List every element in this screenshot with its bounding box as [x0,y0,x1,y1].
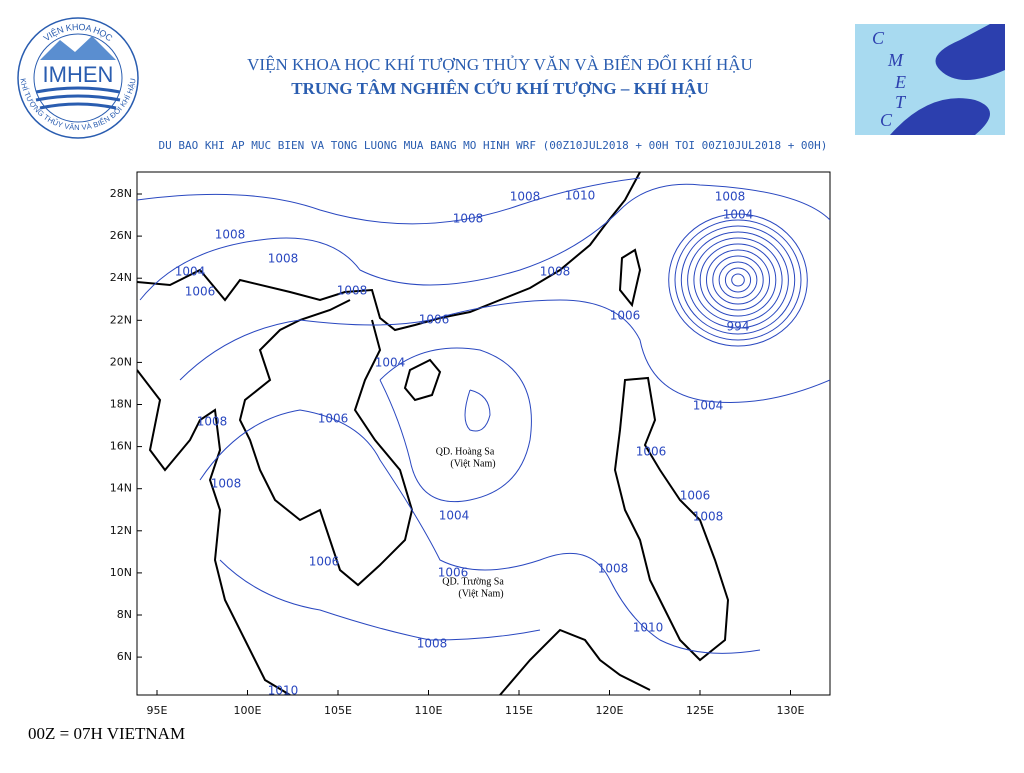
contour-label: 1010 [268,684,299,698]
lat-label: 24N [110,271,132,284]
contour-label: 1006 [610,309,641,323]
isobar [712,255,764,305]
lon-label: 130E [777,704,805,717]
lat-label: 18N [110,398,132,411]
lon-label: 105E [324,704,352,717]
contour-label: 1008 [211,477,242,491]
contour-label: 1008 [510,190,541,204]
contour-label: 1008 [540,265,571,279]
lat-label: 28N [110,187,132,200]
contour-label: 1008 [715,190,746,204]
map-title: DU BAO KHI AP MUC BIEN VA TONG LUONG MUA… [159,139,828,152]
contour-label: 1006 [318,412,349,426]
contour-label: 1008 [453,212,484,226]
contour-label: 1008 [337,284,368,298]
lon-label: 110E [415,704,443,717]
isobar [731,273,745,287]
lat-label: 14N [110,482,132,495]
contour-label: 1008 [693,510,724,524]
island-country: (Việt Nam) [450,458,495,469]
logo-letter: T [895,92,907,112]
map: 28N 26N 24N 22N 20N 18N 16N 14N 12N 10N 8N 6N 95E 100… [110,171,831,717]
contour-label: 1006 [438,566,469,580]
lon-label: 115E [505,704,533,717]
contour-label: 1010 [633,621,664,635]
logo-left: IMHEN VIỆN KHOA HỌC KHÍ TƯỢNG THỦY VĂN V… [17,17,139,139]
lon-label: 120E [596,704,624,717]
lon-label: 95E [147,704,168,717]
isobar [706,249,770,311]
isobar [668,213,808,347]
contour-label: 1004 [723,208,754,222]
island-name: QD. Trường Sa [442,576,504,587]
lon-label: 100E [234,704,262,717]
isobar [693,237,783,323]
isobar [699,243,777,317]
lon-label: 125E [686,704,714,717]
island-name: QD. Hoàng Sa [436,446,495,457]
contour-label: 994 [727,320,750,334]
contour-label: 1008 [215,228,246,242]
logo-letter: M [887,50,904,70]
contour-label: 1006 [680,489,711,503]
contour-label: 1006 [419,313,450,327]
lat-label: 20N [110,355,132,368]
lat-label: 12N [110,524,132,537]
lat-label: 10N [110,566,132,579]
contour-label: 1004 [439,509,470,523]
lat-label: 6N [117,650,132,663]
logo-letter: E [894,72,906,92]
header-title: VIỆN KHOA HỌC KHÍ TƯỢNG THỦY VĂN VÀ BIẾN… [247,54,753,74]
lat-label: 26N [110,229,132,242]
logo-letter: C [880,110,893,130]
lat-label: 8N [117,608,132,621]
contour-label: 1006 [309,555,340,569]
isobar [718,261,758,299]
contour-label: 1010 [565,189,596,203]
lat-label: 22N [110,313,132,326]
contour-label: 1004 [175,265,206,279]
contour-label: 1006 [185,285,216,299]
logo-name: IMHEN [43,62,114,87]
isobar [724,267,752,293]
contour-label: 1008 [417,637,448,651]
contour-label: 1008 [268,252,299,266]
contour-label: 1004 [375,356,406,370]
contour-label: 1006 [636,445,667,459]
logo-letter: C [872,28,885,48]
island-country: (Việt Nam) [458,588,503,599]
contour-label: 1008 [197,415,228,429]
footer-note: 00Z = 07H VIETNAM [28,724,185,743]
contour-label: 1004 [693,399,724,413]
lat-label: 16N [110,440,132,453]
isobar [680,225,796,335]
header-subtitle: TRUNG TÂM NGHIÊN CỨU KHÍ TƯỢNG – KHÍ HẬU [291,79,708,98]
isobar [674,219,802,341]
isobar [687,231,789,329]
contour-label: 1008 [598,562,629,576]
